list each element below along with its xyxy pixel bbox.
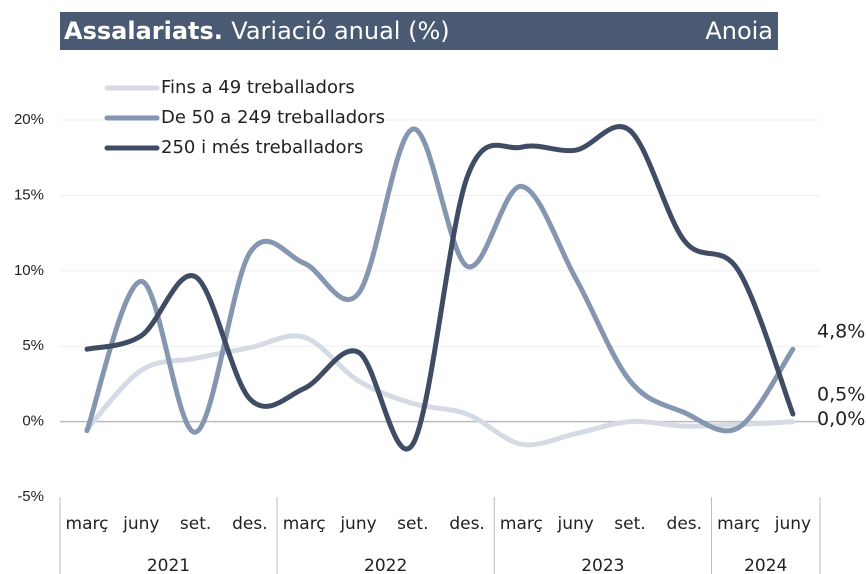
x-tick-label: des. [449, 514, 485, 534]
x-tick-label: juny [339, 514, 376, 534]
header-bar [60, 12, 778, 50]
y-tick-label: -5% [17, 488, 44, 505]
y-tick-label: 20% [14, 111, 44, 128]
series-line [84, 126, 796, 435]
region: Anoia [705, 17, 773, 45]
x-tick-label: juny [122, 514, 159, 534]
value-label: 0,0% [817, 408, 865, 430]
legend-label: 250 i més treballadors [161, 137, 363, 158]
value-label: 0,5% [817, 384, 865, 406]
group-label: 2024 [744, 556, 787, 574]
title: Assalariats. [64, 17, 223, 45]
legend-label: De 50 a 249 treballadors [161, 107, 385, 128]
group-label: 2023 [581, 556, 624, 574]
series-line [84, 333, 796, 448]
x-tick-label: juny [557, 514, 594, 534]
y-tick-label: 0% [22, 413, 44, 430]
chart-title: Assalariats. Variació anual (%) [64, 17, 450, 45]
x-tick-label: des. [232, 514, 268, 534]
y-tick-label: 10% [14, 262, 44, 279]
x-tick-label: març [717, 514, 760, 534]
x-tick-label: març [66, 514, 109, 534]
legend-label: Fins a 49 treballadors [161, 77, 355, 98]
x-tick-label: març [283, 514, 326, 534]
x-tick-label: set. [180, 514, 211, 534]
group-label: 2021 [147, 556, 190, 574]
x-tick-label: juny [774, 514, 811, 534]
series-line [84, 124, 796, 452]
group-label: 2022 [364, 556, 407, 574]
x-tick-label: set. [614, 514, 645, 534]
y-tick-label: 5% [22, 337, 44, 354]
x-tick-label: des. [667, 514, 703, 534]
x-tick-label: març [500, 514, 543, 534]
value-label: 4,8% [817, 321, 865, 343]
subtitle: Variació anual (%) [231, 17, 449, 45]
y-tick-label: 15% [14, 186, 44, 203]
x-tick-label: set. [397, 514, 428, 534]
